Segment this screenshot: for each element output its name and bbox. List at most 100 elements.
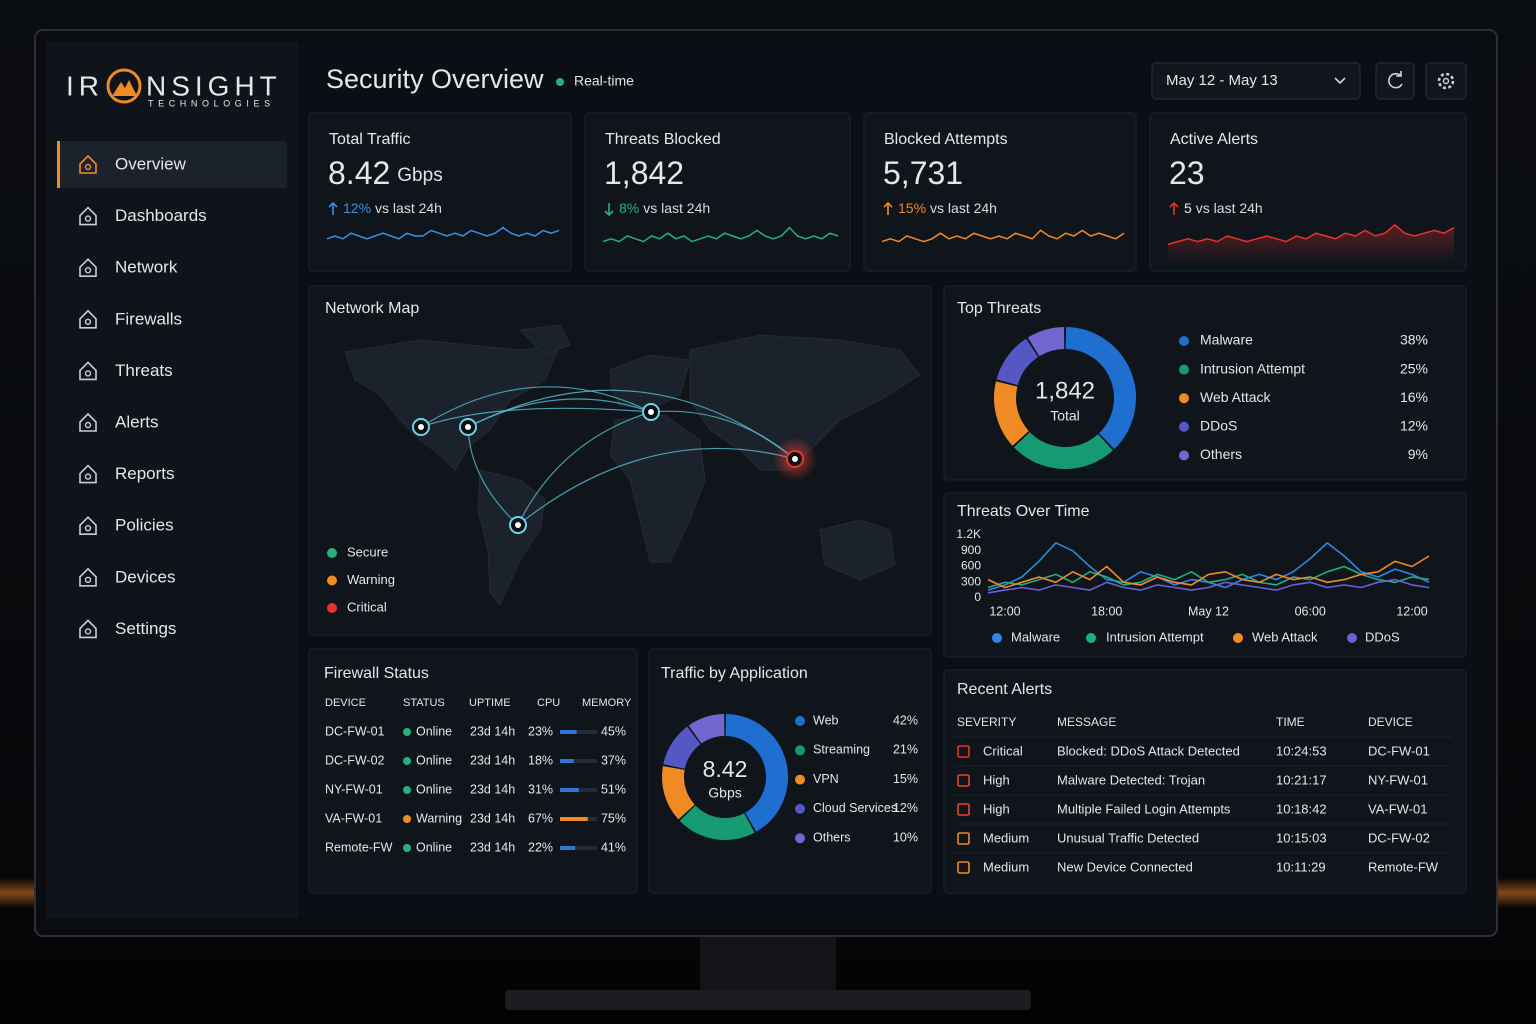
nav-icon: [84, 473, 92, 480]
nav-item[interactable]: Threats: [79, 361, 173, 381]
map-node-core: [648, 409, 654, 415]
change-value: 15%: [898, 200, 926, 216]
legend-label: Intrusion Attempt: [1106, 629, 1204, 644]
value-label: 10%: [893, 830, 918, 844]
change-value: 12%: [343, 200, 371, 216]
severity: High: [983, 772, 1010, 787]
connection-arc: [517, 447, 796, 526]
legend-label: Web Attack: [1252, 629, 1318, 644]
continent: [689, 334, 921, 471]
device: Remote-FW: [1368, 859, 1439, 874]
nav-label[interactable]: Devices: [115, 567, 175, 586]
legend-label: DDoS: [1365, 629, 1400, 644]
settings-button[interactable]: [1425, 62, 1467, 100]
nav-item[interactable]: Overview: [57, 141, 287, 188]
x-tick-label: 12:00: [1396, 604, 1427, 618]
kpi-value: 5,731: [883, 155, 963, 191]
severity-box: [957, 861, 970, 874]
column-header: SEVERITY: [957, 715, 1016, 729]
nav-item[interactable]: Alerts: [79, 412, 158, 432]
refresh-icon: [1388, 71, 1403, 89]
severity: Medium: [983, 859, 1029, 874]
nav-icon: [79, 206, 97, 226]
column-header: MEMORY: [582, 697, 632, 709]
status-text: Online: [416, 840, 452, 854]
nav-item[interactable]: Network: [79, 258, 178, 277]
device-name: DC-FW-01: [325, 724, 385, 738]
memory-bar: [560, 759, 574, 763]
nav-label[interactable]: Dashboards: [115, 206, 207, 225]
nav-item[interactable]: Policies: [79, 516, 174, 535]
nav-item[interactable]: Settings: [79, 619, 176, 639]
legend-dot: [1179, 393, 1189, 404]
nav-label[interactable]: Overview: [115, 154, 187, 173]
memory-bar: [560, 730, 577, 734]
connection-arc: [467, 426, 519, 526]
legend-dot: [1179, 364, 1189, 375]
series-line: [987, 555, 1430, 589]
memory: 37%: [601, 753, 626, 767]
value-label: 16%: [1400, 389, 1428, 405]
status-dot: [403, 815, 411, 823]
kpi-number: 23: [1169, 155, 1205, 191]
legend-dot: [795, 833, 805, 844]
legend-dot: [1086, 633, 1096, 643]
legend-label: Web: [813, 713, 839, 727]
nav-item[interactable]: Devices: [79, 567, 175, 587]
donut-caption: Total: [1050, 408, 1080, 424]
memory-bar: [560, 817, 588, 821]
nav-label[interactable]: Threats: [115, 361, 173, 380]
device-name: Remote-FW: [325, 840, 393, 854]
status-text: Online: [416, 724, 452, 738]
continent: [344, 339, 561, 471]
ambient-glow: [1496, 878, 1536, 908]
legend-dot: [327, 548, 337, 558]
kpi-unit: Gbps: [397, 165, 442, 186]
change-value: 8%: [619, 200, 639, 216]
change-text: vs last 24h: [1196, 200, 1263, 216]
status-dot: [403, 757, 411, 765]
nav-label[interactable]: Firewalls: [115, 309, 182, 328]
time: 10:11:29: [1276, 859, 1326, 874]
status-text: Warning: [416, 811, 462, 825]
donut-segment: [662, 766, 696, 820]
legend-label: Web Attack: [1200, 389, 1272, 405]
kpi-value: 23: [1169, 155, 1205, 191]
kpi-title: Blocked Attempts: [884, 131, 1008, 148]
nav-label[interactable]: Alerts: [115, 412, 158, 431]
nav-label[interactable]: Network: [115, 258, 178, 277]
nav-item[interactable]: Firewalls: [79, 309, 182, 329]
nav-icon: [79, 412, 97, 432]
status-text: Online: [416, 753, 452, 767]
nav-item[interactable]: Dashboards: [79, 206, 207, 226]
message: New Device Connected: [1057, 859, 1193, 874]
nav-icon: [79, 516, 97, 535]
nav-item[interactable]: Reports: [79, 464, 175, 484]
logo-ring: [106, 68, 142, 104]
continent: [518, 324, 571, 356]
donut-segment: [725, 714, 788, 832]
panel: [308, 648, 638, 894]
date-picker[interactable]: [1151, 62, 1361, 100]
nav-label[interactable]: Settings: [115, 619, 176, 638]
nav-icon: [79, 619, 97, 639]
status-label: Real-time: [574, 73, 634, 89]
nav-label[interactable]: Policies: [115, 516, 174, 535]
refresh-button[interactable]: [1375, 62, 1415, 100]
date-range[interactable]: May 12 - May 13: [1166, 72, 1278, 89]
kpi-value: 1,842: [604, 155, 684, 191]
device: DC-FW-01: [1368, 743, 1430, 758]
device-name: VA-FW-01: [325, 811, 382, 825]
x-tick-label: 12:00: [989, 604, 1020, 618]
memory-track: [560, 730, 597, 734]
ambient-glow: [0, 878, 40, 908]
map-node-core: [418, 424, 424, 430]
change-text: vs last 24h: [930, 200, 997, 216]
nav-icon: [79, 154, 97, 174]
monitor-base: [505, 990, 1031, 1010]
nav-label[interactable]: Reports: [115, 464, 175, 483]
nav-icon: [84, 576, 92, 583]
column-header: STATUS: [403, 697, 445, 709]
x-tick-label: 18:00: [1091, 604, 1122, 618]
legend-label: Warning: [347, 572, 395, 587]
